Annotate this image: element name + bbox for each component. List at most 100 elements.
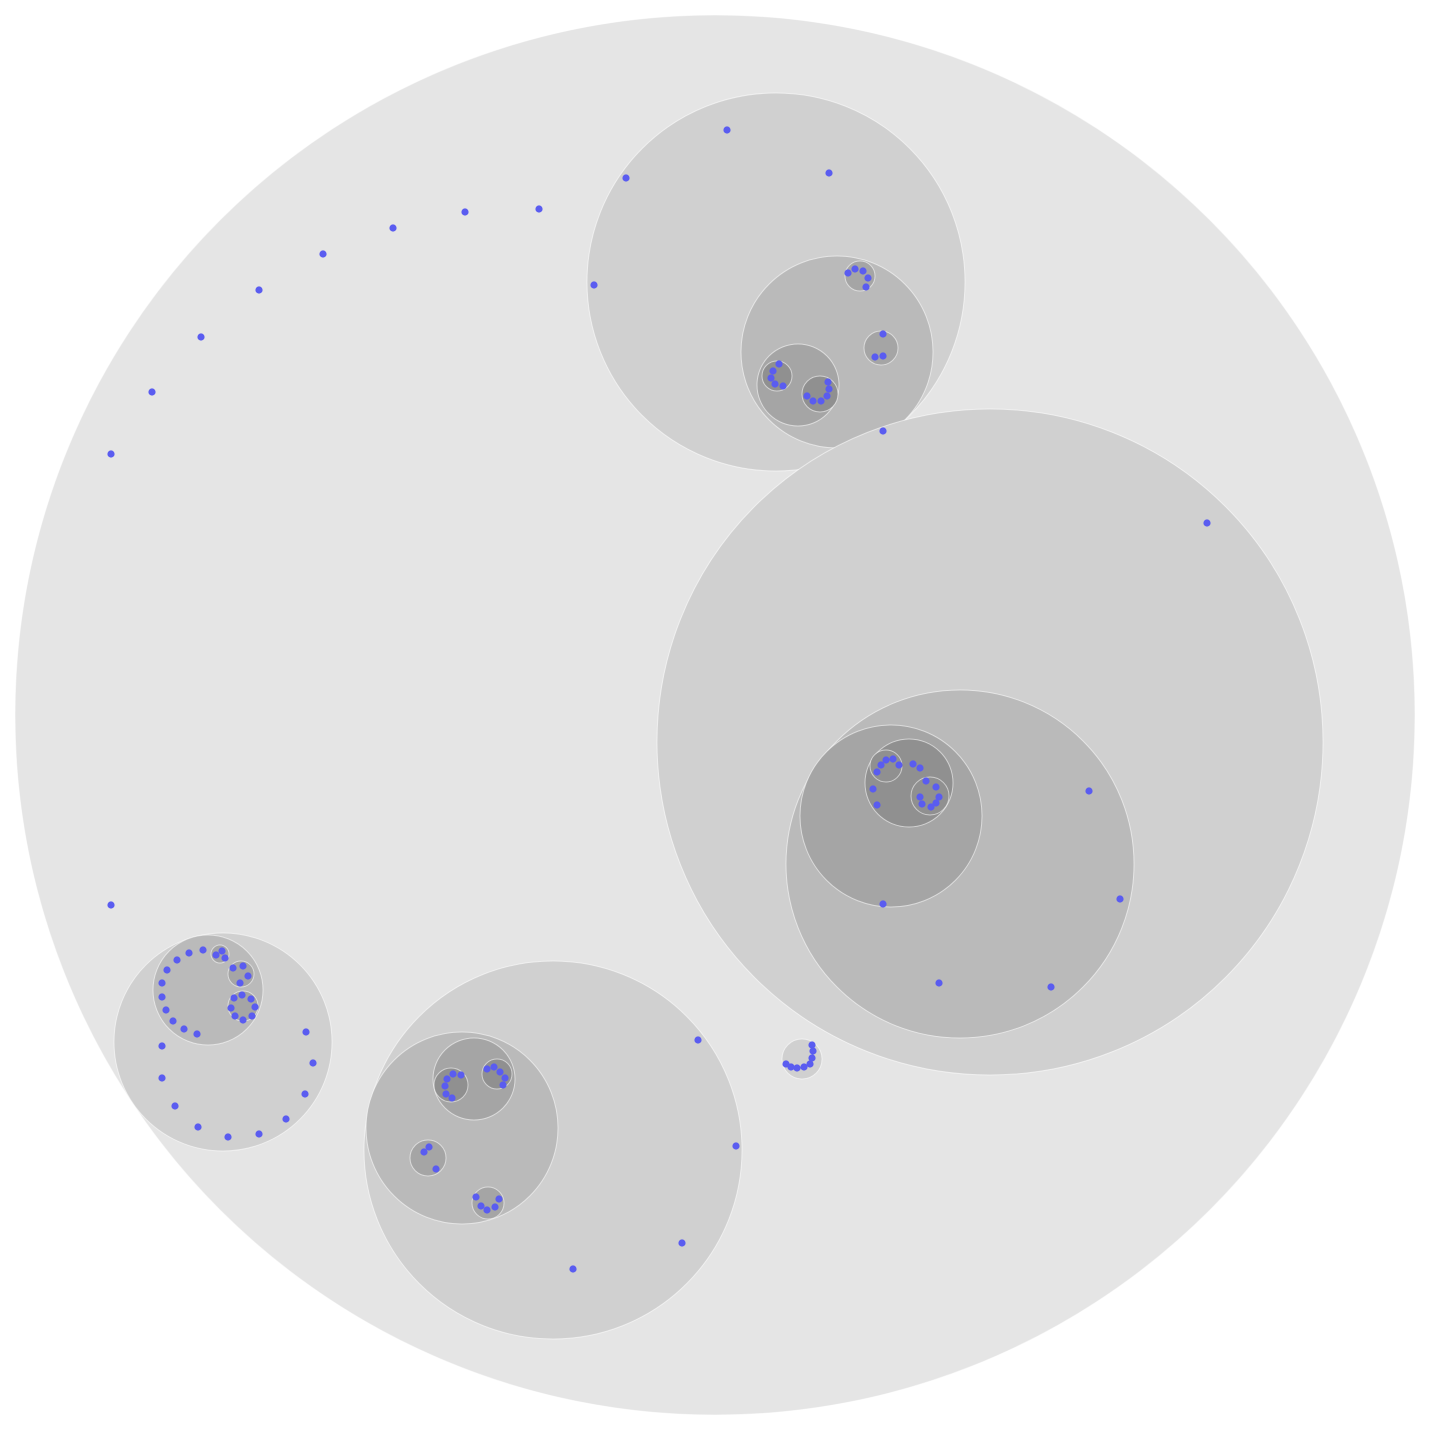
leaf-node [935, 979, 943, 987]
leaf-node [1085, 787, 1093, 795]
leaf-node [229, 964, 237, 972]
group-circle [471, 1186, 505, 1220]
leaf-node [197, 333, 205, 341]
leaf-node [158, 1074, 166, 1082]
leaf-node [302, 1028, 310, 1036]
leaf-node [916, 764, 924, 772]
leaf-node [1203, 519, 1211, 527]
group-circle [152, 934, 264, 1046]
leaf-node [877, 761, 885, 769]
leaf-node [221, 954, 229, 962]
leaf-node [535, 205, 543, 213]
leaf-node [230, 994, 238, 1002]
leaf-node [425, 1143, 433, 1151]
leaf-node [859, 267, 867, 275]
leaf-node [694, 1036, 702, 1044]
leaf-node [461, 208, 469, 216]
leaf-node [889, 755, 897, 763]
leaf-node [771, 380, 779, 388]
leaf-node [927, 803, 935, 811]
leaf-node [932, 799, 940, 807]
leaf-node [871, 353, 879, 361]
leaf-node [239, 1016, 247, 1024]
leaf-node [775, 360, 783, 368]
leaf-node [873, 801, 881, 809]
leaf-node [171, 1102, 179, 1110]
leaf-node [173, 956, 181, 964]
leaf-node [569, 1265, 577, 1273]
leaf-node [443, 1075, 451, 1083]
leaf-node [495, 1195, 503, 1203]
leaf-node [918, 800, 926, 808]
leaf-node [809, 1047, 817, 1055]
leaf-node [496, 1068, 504, 1076]
leaf-node [389, 224, 397, 232]
leaf-node [723, 126, 731, 134]
group-circle [481, 1058, 513, 1090]
leaf-node [180, 1025, 188, 1033]
leaf-node [472, 1193, 480, 1201]
leaf-node [817, 397, 825, 405]
leaf-node [247, 995, 255, 1003]
leaf-node [806, 1060, 814, 1068]
group-circle [781, 1038, 823, 1080]
leaf-node [922, 777, 930, 785]
leaf-node [800, 1063, 808, 1071]
leaf-node [769, 367, 777, 375]
leaf-node [491, 1203, 499, 1211]
leaf-node [864, 274, 872, 282]
leaf-node [158, 979, 166, 987]
leaf-node [163, 966, 171, 974]
leaf-node [879, 900, 887, 908]
leaf-node [148, 388, 156, 396]
leaf-node [432, 1165, 440, 1173]
leaf-node [420, 1148, 428, 1156]
leaf-node [932, 783, 940, 791]
leaf-node [1047, 983, 1055, 991]
leaf-node [782, 1060, 790, 1068]
leaf-node [779, 382, 787, 390]
leaf-node [238, 991, 246, 999]
leaf-node [251, 1003, 259, 1011]
leaf-node [483, 1065, 491, 1073]
leaf-node [879, 330, 887, 338]
leaf-nodes [107, 126, 1211, 1273]
leaf-node [248, 1012, 256, 1020]
leaf-node [282, 1115, 290, 1123]
leaf-node [255, 286, 263, 294]
leaf-node [490, 1063, 498, 1071]
leaf-node [477, 1202, 485, 1210]
leaf-node [808, 1054, 816, 1062]
leaf-node [231, 1012, 239, 1020]
leaf-node [732, 1142, 740, 1150]
leaf-node [244, 972, 252, 980]
group-circles [14, 14, 1416, 1416]
leaf-node [199, 946, 207, 954]
leaf-node [194, 1123, 202, 1131]
leaf-node [803, 392, 811, 400]
leaf-node [448, 1094, 456, 1102]
leaf-node [916, 793, 924, 801]
leaf-node [319, 250, 327, 258]
leaf-node [793, 1064, 801, 1072]
leaf-node [301, 1090, 309, 1098]
leaf-node [169, 1017, 177, 1025]
leaf-node [869, 785, 877, 793]
leaf-node [162, 1006, 170, 1014]
leaf-node [823, 392, 831, 400]
leaf-node [501, 1074, 509, 1082]
leaf-node [236, 979, 244, 987]
leaf-node [882, 756, 890, 764]
leaf-node [224, 1133, 232, 1141]
leaf-node [622, 174, 630, 182]
leaf-node [107, 450, 115, 458]
leaf-node [442, 1090, 450, 1098]
leaf-node [185, 949, 193, 957]
leaf-node [499, 1081, 507, 1089]
leaf-node [255, 1130, 263, 1138]
leaf-node [809, 397, 817, 405]
leaf-node [158, 1042, 166, 1050]
leaf-node [107, 901, 115, 909]
leaf-node [851, 265, 859, 273]
